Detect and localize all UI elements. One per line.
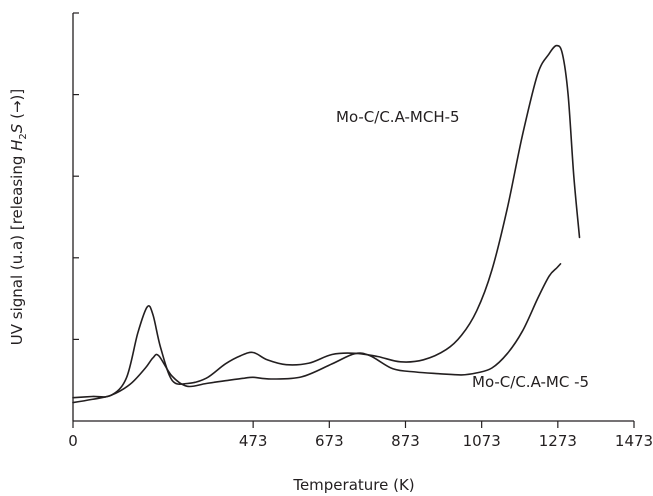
x-tick-label: 473 [239, 432, 268, 450]
x-ticks [72, 421, 635, 428]
x-tick-label: 1273 [539, 432, 577, 450]
y-axis-title-s: S [8, 123, 26, 133]
x-tick-label: 1073 [463, 432, 501, 450]
y-axis-title-suffix: (→)] [8, 89, 26, 124]
series-line-mch5 [72, 44, 581, 399]
series-label-mch5: Mo-C/C.A-MCH-5 [336, 108, 460, 126]
x-tick-label: 0 [68, 432, 78, 450]
x-tick-label: 873 [391, 432, 420, 450]
y-ticks [73, 12, 79, 340]
series-group [72, 44, 581, 404]
series-line-mc5 [72, 263, 562, 404]
x-tick-label: 673 [315, 432, 344, 450]
series-label-mc5: Mo-C/C.A-MC -5 [472, 373, 589, 391]
y-axis-title-h: H [8, 140, 26, 151]
y-axis-title-subscript: 2 [18, 133, 29, 139]
x-axis-title: Temperature (K) [292, 476, 414, 494]
y-axis-title-prefix: UV signal (u.a) [releasing [8, 151, 26, 345]
x-tick-label: 1473 [615, 432, 653, 450]
x-tick-labels: 0 473 673 873 1073 1273 1473 [68, 432, 653, 450]
y-axis-title: UV signal (u.a) [releasing H2S (→)] [8, 89, 29, 345]
